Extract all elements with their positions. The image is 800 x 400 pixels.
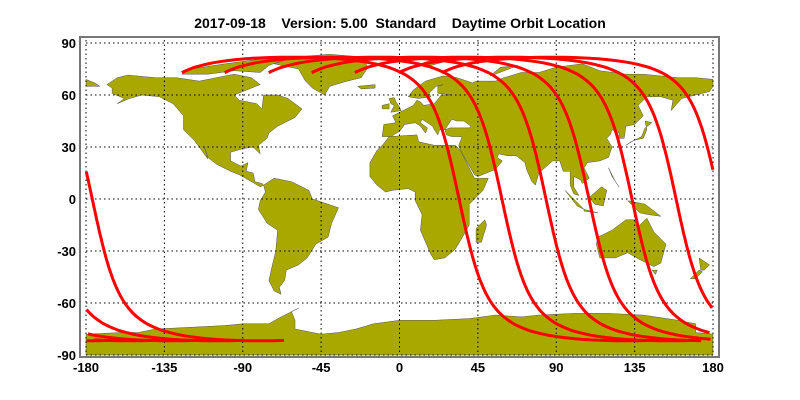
x-tick-label: 0: [396, 360, 403, 375]
land-japan: [625, 120, 653, 146]
orbit-track-4: [311, 55, 711, 341]
y-axis-ticks: 90 60 30 0 -30 -60 -90: [57, 36, 76, 363]
y-tick-label: -30: [57, 244, 76, 259]
land-tasmania: [651, 269, 658, 275]
land-chukotka-west: [85, 79, 101, 87]
land-south-america: [258, 177, 339, 295]
plot-frame: [79, 36, 720, 358]
x-tick-label: -90: [233, 360, 252, 375]
land-great-britain: [388, 97, 402, 113]
orbit-track-2: [223, 55, 694, 343]
land-layer: [85, 54, 714, 356]
x-tick-label: -135: [151, 360, 177, 375]
land-ireland: [381, 103, 390, 110]
y-tick-label: 0: [69, 192, 76, 207]
orbit-track-1: [181, 55, 651, 343]
orbit-tracks-layer: [84, 55, 715, 343]
x-tick-label: 45: [471, 360, 485, 375]
orbit-track-7: [84, 171, 285, 343]
y-tick-label: 90: [62, 36, 76, 51]
grid-layer: [85, 40, 714, 356]
chart-title: 2017-09-18 Version: 5.00 Standard Daytim…: [194, 15, 606, 31]
x-tick-label: 135: [624, 360, 646, 375]
orbit-track-3: [268, 55, 702, 343]
land-sumatra: [564, 190, 585, 210]
orbit-track-6: [398, 55, 714, 309]
land-madagascar: [475, 219, 487, 243]
orbit-track-7: [441, 55, 715, 171]
land-north-america: [106, 73, 303, 188]
orbit-track-5: [354, 55, 710, 335]
x-tick-label: -180: [73, 360, 99, 375]
land-new-guinea: [626, 200, 662, 217]
y-tick-label: 60: [62, 88, 76, 103]
y-tick-label: -90: [57, 348, 76, 363]
orbit-track-6: [85, 308, 241, 343]
x-tick-label: 180: [702, 360, 724, 375]
y-tick-label: -60: [57, 296, 76, 311]
x-tick-label: -45: [312, 360, 331, 375]
land-iceland: [357, 84, 376, 90]
land-philippines: [608, 167, 620, 188]
x-axis-ticks: -180 -135 -90 -45 0 45 90 135 180: [73, 360, 724, 375]
land-eurasia: [381, 63, 714, 196]
land-borneo: [588, 186, 608, 207]
x-tick-label: 90: [549, 360, 563, 375]
y-tick-label: 30: [62, 140, 76, 155]
land-australia: [596, 217, 667, 267]
land-new-zealand-north: [698, 257, 710, 271]
